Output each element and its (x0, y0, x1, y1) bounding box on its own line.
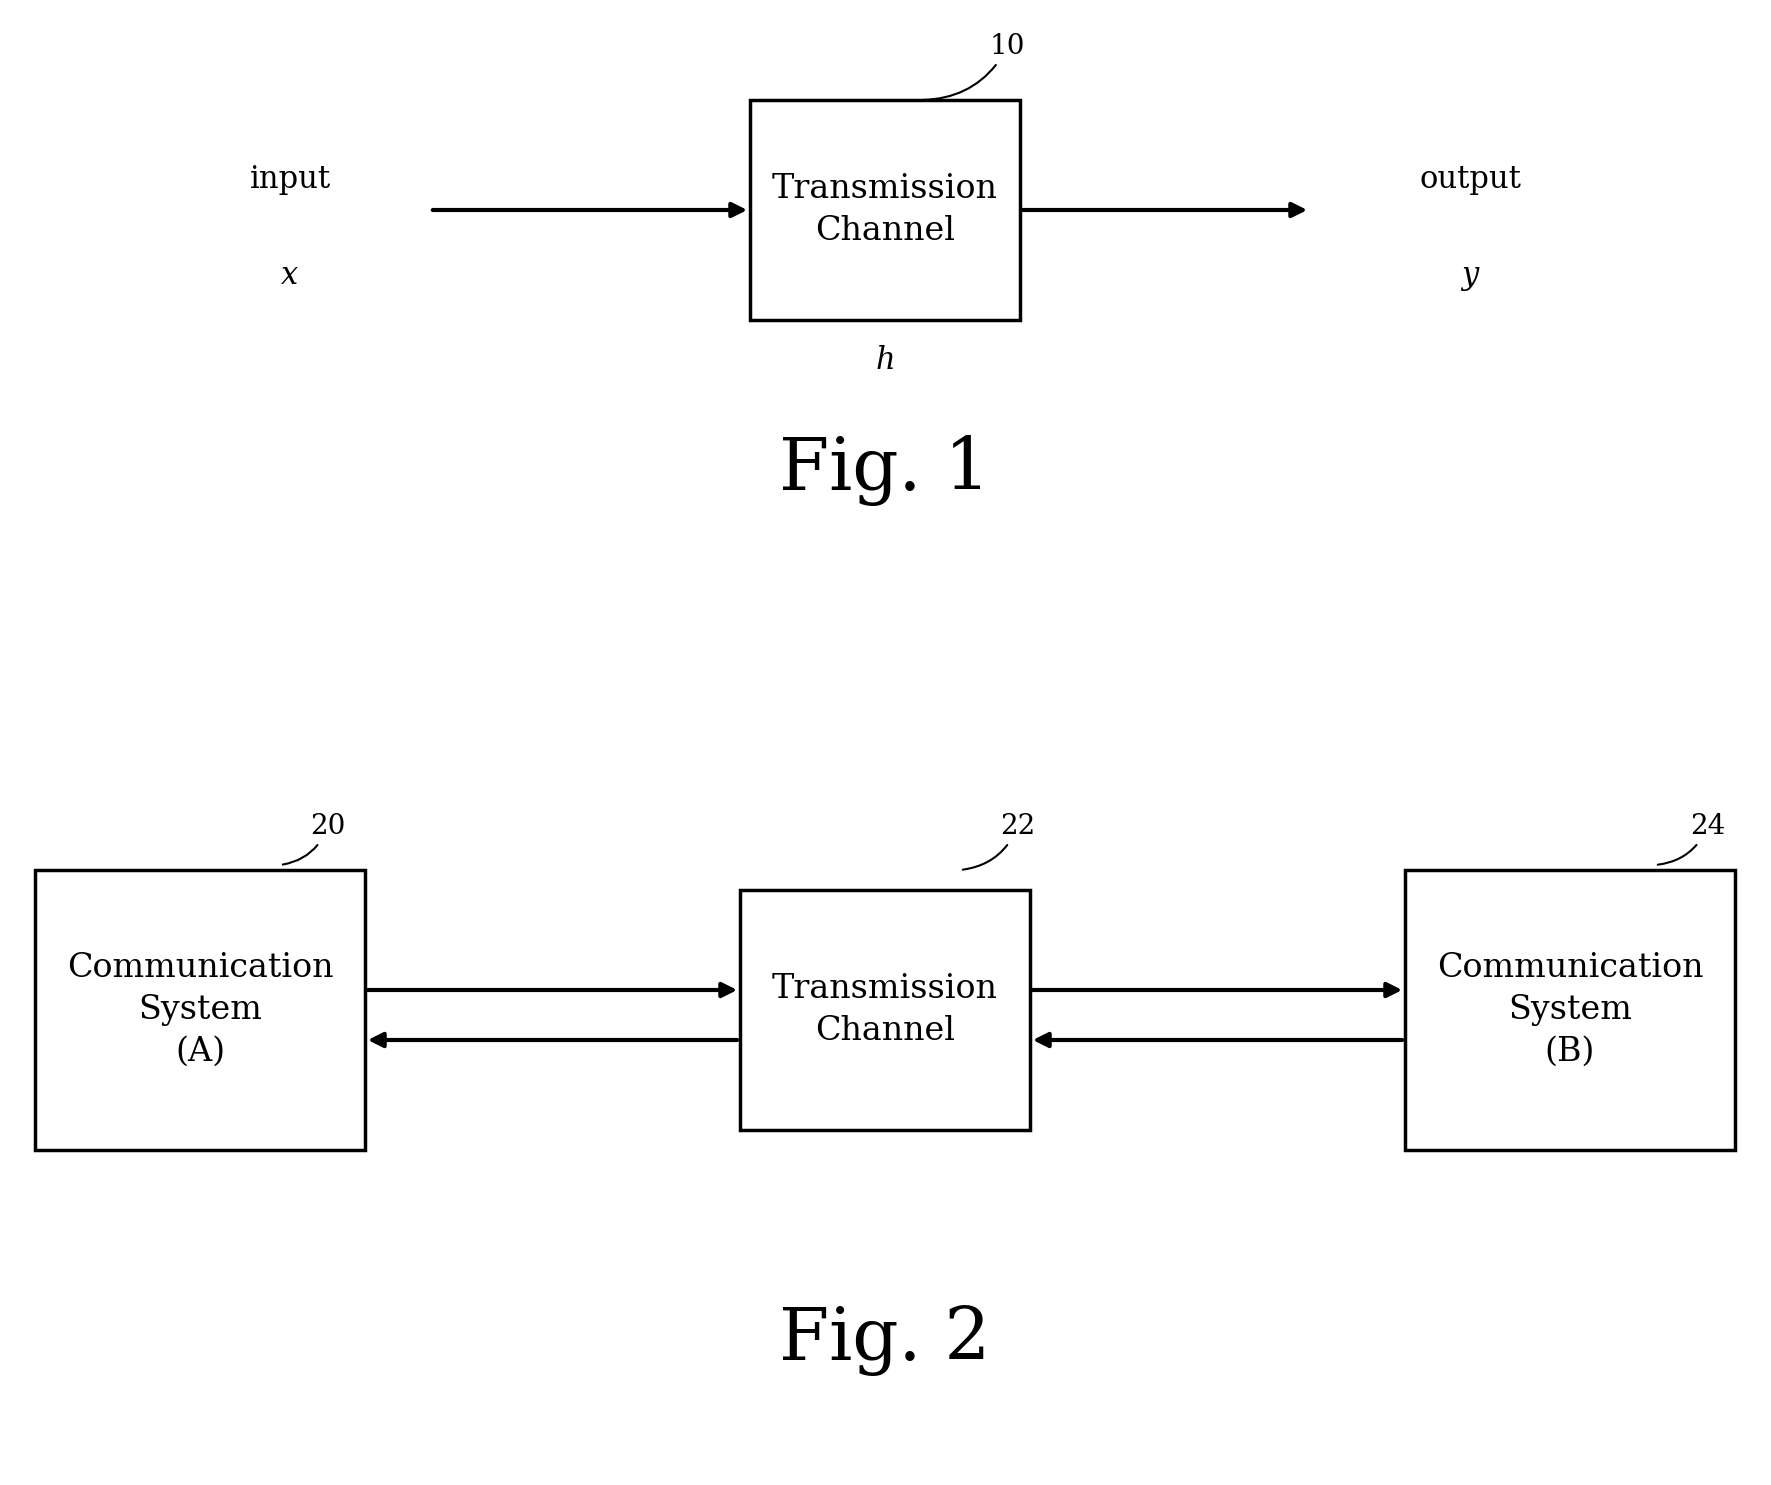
Text: Communication
System
(B): Communication System (B) (1436, 952, 1704, 1068)
Text: Communication
System
(A): Communication System (A) (67, 952, 333, 1068)
Text: output: output (1419, 163, 1521, 195)
Text: input: input (250, 163, 331, 195)
Text: 22: 22 (963, 812, 1036, 870)
Text: y: y (1461, 260, 1479, 291)
Bar (740, 890, 1031, 1130)
Text: x: x (282, 260, 299, 291)
Bar (749, 99, 1020, 319)
Text: Transmission
Channel: Transmission Channel (772, 973, 997, 1047)
Text: Fig. 1: Fig. 1 (779, 435, 990, 505)
Text: Transmission
Channel: Transmission Channel (772, 172, 997, 247)
Bar (1404, 870, 1736, 1149)
Text: 20: 20 (283, 812, 345, 864)
Text: 10: 10 (923, 33, 1025, 99)
Bar (35, 870, 365, 1149)
Text: h: h (875, 345, 894, 376)
Text: Fig. 2: Fig. 2 (779, 1304, 990, 1375)
Text: 24: 24 (1658, 812, 1725, 864)
